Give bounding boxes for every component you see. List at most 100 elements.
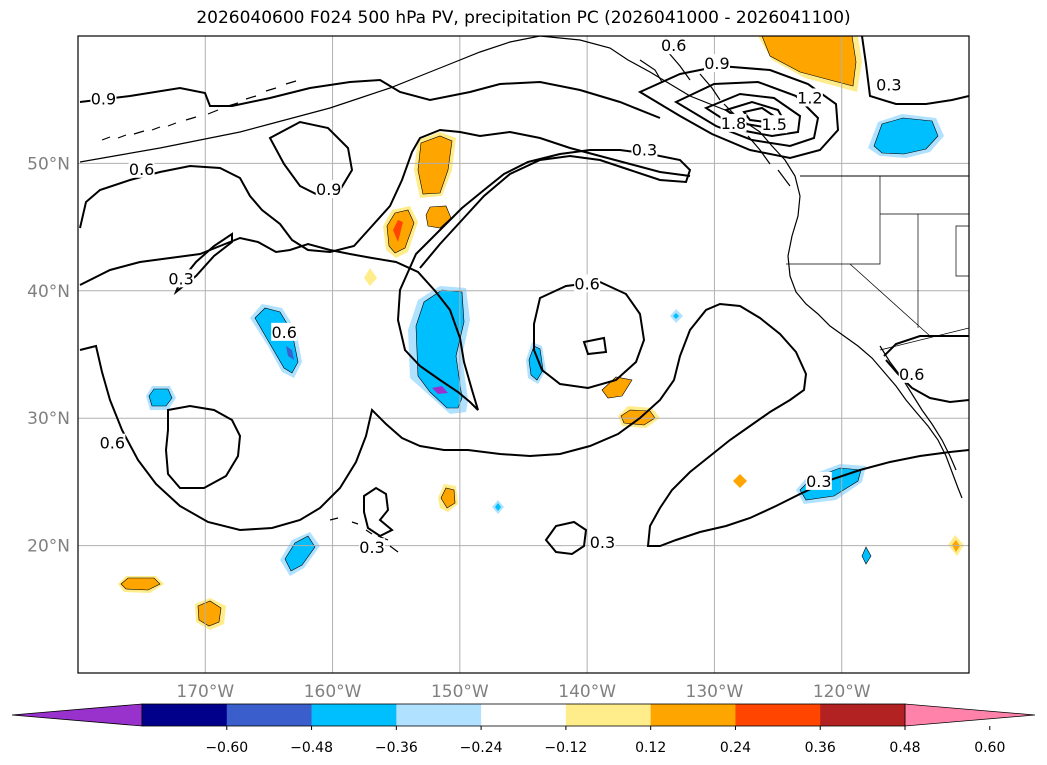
contour-low-ring-1 <box>637 64 840 160</box>
coast-aleutian-islands <box>101 80 297 141</box>
contour-0.6-inner-left <box>164 404 242 489</box>
contour-label-bg <box>796 88 823 107</box>
contour-small-box <box>582 336 608 356</box>
contour-label: 1.2 <box>797 88 822 107</box>
precip-blob-155w-peak <box>393 220 403 242</box>
colorbar-tick-label: 0.48 <box>889 740 920 756</box>
precip-blob-133w-core <box>673 313 679 319</box>
colorbar-segment <box>396 704 482 726</box>
contour-low-ring-2 <box>673 80 820 148</box>
precip-blob-150w-core <box>415 289 465 409</box>
contour-label: 0.6 <box>129 160 154 179</box>
contour-label-bg <box>315 180 342 199</box>
contour-label-bg <box>805 471 832 490</box>
chart-title: 2026040600 F024 500 hPa PV, precipitatio… <box>196 8 851 28</box>
precip-blob-172w-core <box>148 388 173 407</box>
contour-0.3-main <box>79 149 692 411</box>
y-tick-label: 30°N <box>27 409 70 429</box>
contour-label-bg <box>631 140 658 159</box>
contour-label: 0.6 <box>661 36 686 55</box>
precip-blob-152w-core <box>417 135 453 195</box>
contour-label: 0.6 <box>899 365 924 384</box>
contour-label: 0.3 <box>632 141 657 160</box>
contour-label-bg <box>359 538 386 557</box>
contour-label: 0.9 <box>91 90 116 109</box>
contour-0.3-hawaii <box>363 486 394 538</box>
map-frame <box>77 35 970 674</box>
x-tick-label: 150°W <box>431 682 489 702</box>
precip-blob-163w-core <box>284 535 316 572</box>
colorbar-extend-high <box>904 703 1036 727</box>
colorbar-tick-label: −0.12 <box>544 740 587 756</box>
colorbar-segment <box>311 704 397 726</box>
contour-0.3-rockies <box>861 36 969 105</box>
contour-label: 0.6 <box>100 434 125 453</box>
contour-label: 1.5 <box>762 115 787 134</box>
contour-label-bg <box>90 89 117 108</box>
colorbar-tick-label: 0.24 <box>720 740 751 756</box>
contour-0.6-center <box>533 280 646 390</box>
contour-label: 1.8 <box>721 114 746 133</box>
contour-label: 0.3 <box>590 533 615 552</box>
contour-label: 0.3 <box>806 472 831 491</box>
contour-label: 0.9 <box>316 180 341 199</box>
contour-label-bg <box>589 533 616 552</box>
y-tick-label: 20°N <box>27 537 70 557</box>
state-borders <box>786 176 969 337</box>
precip-blob-170w-core <box>197 600 222 627</box>
colorbar-segment <box>650 704 736 726</box>
precip-blob-175w-core <box>120 577 161 591</box>
precip-blob-118w <box>861 546 872 565</box>
contour-0.3-socal <box>883 335 969 404</box>
colorbar-segment <box>735 704 821 726</box>
precip-blob-147w-core <box>495 503 501 511</box>
colorbar-tick-label: −0.36 <box>375 740 418 756</box>
contour-label: 0.6 <box>574 274 599 293</box>
contour-0.9-north <box>79 78 661 119</box>
contour-0.9-loop <box>268 120 354 198</box>
colorbar-segment <box>142 704 228 726</box>
contour-label-bg <box>761 115 788 134</box>
y-tick-label: 50°N <box>27 154 70 174</box>
colorbar-tick-label: 0.36 <box>805 740 836 756</box>
precip-blob-151w <box>425 205 452 229</box>
colorbar-tick-label: −0.60 <box>205 740 248 756</box>
coast-hawaii <box>329 517 399 553</box>
x-tick-label: 170°W <box>176 682 234 702</box>
colorbar-segment <box>481 704 567 726</box>
precip-blob-150w-peak <box>432 386 448 394</box>
contour-0.3-south <box>544 520 588 556</box>
precip-blob-157w <box>364 268 377 286</box>
contour-label-bg <box>660 36 687 55</box>
contour-label-bg <box>720 113 747 132</box>
y-tick-label: 40°N <box>27 282 70 302</box>
x-tick-label: 140°W <box>558 682 616 702</box>
colorbar-tick-label: 0.60 <box>974 740 1005 756</box>
colorbar-outline <box>141 703 906 727</box>
x-tick-label: 160°W <box>304 682 362 702</box>
coast-us-west <box>787 195 963 499</box>
precip-blob-164w-peak <box>286 346 294 360</box>
x-tick-label: 130°W <box>686 682 744 702</box>
colorbar-segment <box>226 704 313 726</box>
contour-label-bg <box>574 274 601 293</box>
colorbar-tick-label: −0.48 <box>290 740 333 756</box>
colorbar-segment <box>565 704 652 726</box>
contour-label-bg <box>271 322 298 341</box>
contour-label-bg <box>168 269 195 288</box>
colorbar-extend-low <box>11 703 143 727</box>
colorbar-tick-label: −0.24 <box>460 740 503 756</box>
contour-0.6-west <box>79 128 691 254</box>
colorbar-tick-label: 0.12 <box>635 740 666 756</box>
contour-label-bg <box>99 433 126 452</box>
contour-label: 0.3 <box>168 269 193 288</box>
contour-0.6-lower-loop <box>79 302 969 547</box>
colorbar-segment <box>820 704 906 726</box>
contour-label: 0.3 <box>359 538 384 557</box>
coastlines <box>79 36 969 553</box>
colorbar: −0.60 −0.48 −0.36 −0.24 −0.12 0.12 0.24 0.36 0.4… <box>11 703 1036 756</box>
precip-blob-137w <box>601 376 633 399</box>
contour-label-bg <box>898 364 925 383</box>
coast-aleutians <box>79 36 541 163</box>
